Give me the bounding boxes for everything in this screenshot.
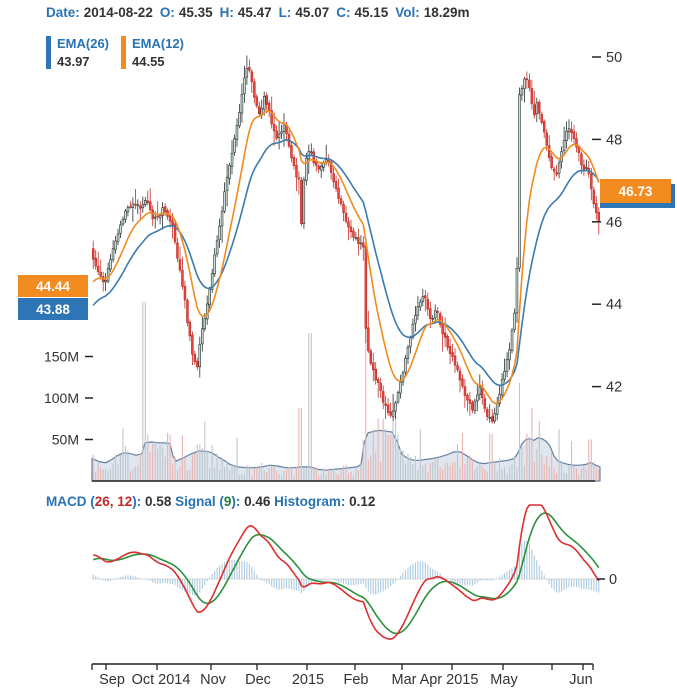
- high-label: H:: [219, 5, 234, 20]
- macd-label-open: MACD (: [46, 494, 95, 509]
- legend-ema26: EMA(26) 43.97: [46, 36, 109, 69]
- svg-text:Mar: Mar: [392, 672, 417, 688]
- open-value: 45.35: [178, 5, 213, 20]
- ema26-value: 43.97: [57, 54, 90, 69]
- svg-text:Nov: Nov: [200, 672, 227, 688]
- svg-text:May: May: [490, 672, 518, 688]
- signal-param: 9: [223, 494, 232, 509]
- ema12-line: [92, 110, 600, 405]
- price-axis: 50 48 46 44 42: [592, 50, 622, 396]
- close-label: C:: [336, 5, 351, 20]
- svg-text:Jun: Jun: [569, 672, 592, 688]
- high-value: 45.47: [237, 5, 272, 20]
- svg-text:Feb: Feb: [344, 672, 369, 688]
- ema26-label: EMA(26): [57, 36, 110, 51]
- svg-text:150M: 150M: [44, 349, 79, 365]
- svg-text:50M: 50M: [52, 432, 79, 448]
- macd-value: 0.58: [145, 494, 172, 509]
- ema12-left-axis-badge: 44.44: [18, 275, 88, 297]
- svg-text:2015: 2015: [292, 672, 324, 688]
- candlesticks: [92, 55, 600, 424]
- volume-bars: [92, 301, 600, 481]
- macd-params: 26, 12: [94, 494, 133, 509]
- last-price-badge: 46.73: [600, 179, 671, 203]
- date-value: 2014-08-22: [83, 5, 153, 20]
- ema26-left-axis-badge: 43.88: [18, 298, 88, 320]
- ohlc-header: Date: 2014-08-22 O: 45.35 H: 45.47 L: 45.07 C: 45…: [46, 5, 477, 20]
- signal-label-close: ):: [231, 494, 245, 509]
- histogram-label: Histogram:: [270, 494, 350, 509]
- low-value: 45.07: [295, 5, 330, 20]
- svg-text:50: 50: [606, 50, 622, 66]
- open-label: O:: [159, 5, 175, 20]
- ema26-line: [92, 139, 600, 387]
- legend-ema12: EMA(12) 44.55: [121, 36, 184, 69]
- svg-text:Apr 2015: Apr 2015: [420, 672, 479, 688]
- signal-line: [92, 512, 600, 635]
- svg-text:0: 0: [609, 572, 617, 588]
- svg-text:48: 48: [606, 132, 622, 148]
- svg-text:Sep: Sep: [99, 672, 125, 688]
- signal-value: 0.46: [244, 494, 271, 509]
- svg-text:Dec: Dec: [245, 672, 271, 688]
- signal-label-open: Signal (: [171, 494, 224, 509]
- histogram-value: 0.12: [349, 494, 376, 509]
- volume-label: Vol:: [395, 5, 420, 20]
- svg-text:Oct 2014: Oct 2014: [132, 672, 191, 688]
- ema12-label: EMA(12): [132, 36, 185, 51]
- close-value: 45.15: [354, 5, 389, 20]
- ema12-color-swatch: [121, 36, 126, 69]
- low-label: L:: [278, 5, 292, 20]
- date-label: Date:: [46, 5, 80, 20]
- svg-text:42: 42: [606, 380, 622, 396]
- svg-text:100M: 100M: [44, 390, 79, 406]
- macd-line: [93, 504, 600, 640]
- volume-value: 18.29m: [423, 5, 470, 20]
- time-axis: Sep Oct 2014 Nov Dec 2015 Feb Mar Apr 2015 May Ju…: [91, 663, 594, 688]
- macd-label-close: ):: [132, 494, 146, 509]
- svg-text:46: 46: [606, 215, 622, 231]
- macd-readout: MACD (26, 12): 0.58 Signal (9): 0.46 His…: [46, 494, 375, 509]
- macd-axis: 0: [597, 572, 617, 588]
- ema26-color-swatch: [46, 36, 51, 69]
- volume-axis: 150M 100M 50M: [44, 349, 93, 448]
- ema12-value: 44.55: [132, 54, 165, 69]
- svg-text:44: 44: [606, 297, 622, 313]
